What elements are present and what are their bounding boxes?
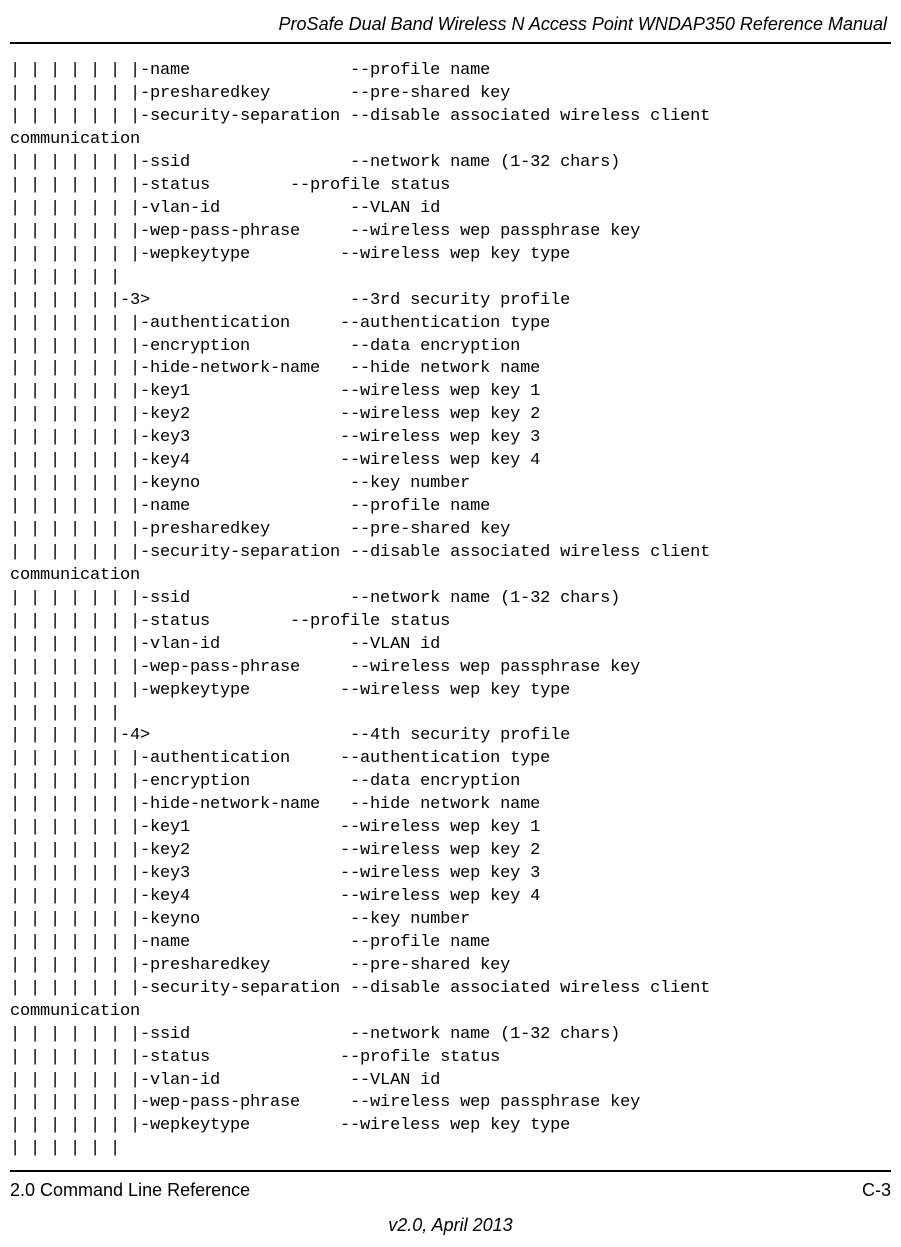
cli-line: | | | | | |-3> --3rd security profile [10,290,891,313]
cli-line: | | | | | | |-key3 --wireless wep key 3 [10,863,891,886]
cli-line: | | | | | | |-ssid --network name (1-32 … [10,1024,891,1047]
cli-line: | | | | | | |-key1 --wireless wep key 1 [10,817,891,840]
cli-line: | | | | | | |-authentication --authentic… [10,748,891,771]
page-header: ProSafe Dual Band Wireless N Access Poin… [10,12,891,44]
cli-line: | | | | | | |-authentication --authentic… [10,313,891,336]
cli-line: | | | | | | |-key2 --wireless wep key 2 [10,404,891,427]
cli-line: | | | | | | |-security-separation --disa… [10,542,891,565]
cli-line: | | | | | | |-hide-network-name --hide n… [10,794,891,817]
cli-line: | | | | | | |-status --profile status [10,1047,891,1070]
cli-line: | | | | | | [10,267,891,290]
cli-tree-block: | | | | | | |-name --profile name| | | |… [10,60,891,1161]
footer-section-title: 2.0 Command Line Reference [10,1178,250,1202]
cli-line: | | | | | | |-security-separation --disa… [10,106,891,129]
cli-line: | | | | | | |-key4 --wireless wep key 4 [10,450,891,473]
cli-line: | | | | | | |-wep-pass-phrase --wireless… [10,657,891,680]
cli-line: | | | | | | |-wep-pass-phrase --wireless… [10,1092,891,1115]
footer-row: 2.0 Command Line Reference C-3 [10,1178,891,1202]
header-title: ProSafe Dual Band Wireless N Access Poin… [10,12,891,36]
cli-line: | | | | | | |-wep-pass-phrase --wireless… [10,221,891,244]
cli-line: communication [10,565,891,588]
cli-line: | | | | | | |-keyno --key number [10,909,891,932]
cli-line: | | | | | | |-status --profile status [10,175,891,198]
page-footer: 2.0 Command Line Reference C-3 v2.0, Apr… [10,1170,891,1237]
cli-line: | | | | | | |-status --profile status [10,611,891,634]
cli-line: | | | | | | |-wepkeytype --wireless wep … [10,680,891,703]
cli-line: | | | | | | |-presharedkey --pre-shared … [10,955,891,978]
cli-line: | | | | | | |-name --profile name [10,496,891,519]
cli-line: | | | | | | |-wepkeytype --wireless wep … [10,244,891,267]
cli-line: communication [10,1001,891,1024]
cli-line: | | | | | | |-vlan-id --VLAN id [10,634,891,657]
footer-rule [10,1170,891,1172]
cli-line: | | | | | | |-hide-network-name --hide n… [10,358,891,381]
cli-line: | | | | | | |-encryption --data encrypti… [10,336,891,359]
cli-line: | | | | | | [10,1138,891,1161]
cli-line: | | | | | | |-ssid --network name (1-32 … [10,588,891,611]
cli-line: | | | | | | |-key2 --wireless wep key 2 [10,840,891,863]
cli-line: | | | | | | |-security-separation --disa… [10,978,891,1001]
cli-line: | | | | | | |-key1 --wireless wep key 1 [10,381,891,404]
cli-line: | | | | | | [10,703,891,726]
footer-page-number: C-3 [862,1178,891,1202]
cli-line: | | | | | | |-keyno --key number [10,473,891,496]
cli-line: | | | | | | |-name --profile name [10,60,891,83]
cli-line: | | | | | | |-name --profile name [10,932,891,955]
cli-line: | | | | | | |-encryption --data encrypti… [10,771,891,794]
cli-line: | | | | | | |-presharedkey --pre-shared … [10,83,891,106]
header-rule [10,42,891,44]
cli-line: | | | | | | |-presharedkey --pre-shared … [10,519,891,542]
cli-line: | | | | | | |-ssid --network name (1-32 … [10,152,891,175]
cli-line: | | | | | |-4> --4th security profile [10,725,891,748]
cli-line: | | | | | | |-vlan-id --VLAN id [10,198,891,221]
cli-line: communication [10,129,891,152]
cli-line: | | | | | | |-vlan-id --VLAN id [10,1070,891,1093]
cli-line: | | | | | | |-key3 --wireless wep key 3 [10,427,891,450]
cli-line: | | | | | | |-wepkeytype --wireless wep … [10,1115,891,1138]
cli-line: | | | | | | |-key4 --wireless wep key 4 [10,886,891,909]
footer-version: v2.0, April 2013 [10,1213,891,1237]
